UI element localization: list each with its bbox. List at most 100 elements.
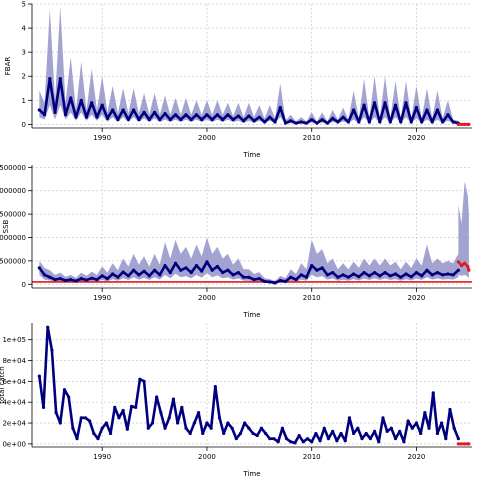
- data-point-forecast: [459, 122, 464, 126]
- data-point-estimate: [69, 277, 73, 282]
- y-tick-label: 3: [22, 49, 26, 57]
- data-point-observed: [318, 439, 322, 443]
- data-point-estimate: [304, 121, 309, 125]
- data-point-estimate: [372, 270, 377, 275]
- data-point-observed: [406, 419, 410, 423]
- data-point-estimate: [210, 268, 214, 272]
- plot-area: [37, 6, 471, 126]
- data-point-observed: [423, 411, 427, 415]
- data-point-estimate: [111, 272, 115, 276]
- data-point-forecast: [456, 442, 460, 446]
- data-point-observed: [159, 411, 163, 415]
- data-point-estimate: [152, 268, 157, 272]
- y-tick-label: 4e+04: [2, 399, 26, 407]
- data-point-observed: [238, 431, 243, 436]
- data-point-estimate: [278, 105, 282, 110]
- data-point-observed: [385, 429, 389, 433]
- data-point-observed: [180, 405, 184, 410]
- data-point-estimate: [294, 277, 298, 282]
- data-point-observed: [146, 426, 150, 430]
- data-point-observed: [142, 379, 146, 383]
- data-point-estimate: [116, 117, 120, 122]
- data-point-estimate: [362, 103, 366, 107]
- data-point-estimate: [42, 273, 47, 277]
- data-point-estimate: [132, 108, 136, 112]
- data-point-forecast: [459, 263, 464, 268]
- x-tick-label: 2000: [198, 134, 216, 142]
- data-point-estimate: [409, 120, 413, 124]
- data-point-estimate: [451, 120, 455, 124]
- data-point-estimate: [226, 268, 230, 272]
- data-point-observed: [452, 426, 456, 430]
- data-point-estimate: [194, 113, 199, 117]
- data-point-estimate: [341, 273, 345, 277]
- data-point-estimate: [420, 120, 424, 124]
- data-point-observed: [360, 437, 364, 441]
- data-point-estimate: [435, 270, 440, 275]
- data-point-estimate: [331, 116, 335, 120]
- x-axis-label: Time: [242, 151, 260, 159]
- data-point-observed: [188, 431, 192, 436]
- data-point-observed: [414, 421, 419, 425]
- data-point-estimate: [132, 268, 136, 272]
- data-point-estimate: [184, 113, 188, 117]
- data-point-estimate: [79, 277, 83, 281]
- data-point-observed: [213, 384, 217, 389]
- data-point-estimate: [95, 115, 99, 119]
- data-point-estimate: [362, 270, 366, 275]
- data-point-estimate: [425, 108, 429, 112]
- data-point-estimate: [205, 113, 209, 117]
- data-point-estimate: [100, 103, 104, 107]
- data-point-estimate: [74, 279, 78, 283]
- uncertainty-band-forecast: [458, 181, 469, 279]
- data-point-forecast: [463, 122, 467, 126]
- y-tick-label: 1: [22, 97, 26, 105]
- data-point-observed: [150, 421, 155, 425]
- data-point-estimate: [425, 268, 429, 272]
- data-point-estimate: [90, 101, 94, 105]
- data-point-estimate: [63, 278, 68, 283]
- data-point-estimate: [147, 117, 151, 122]
- data-point-observed: [410, 426, 414, 430]
- data-point-estimate: [430, 120, 434, 124]
- data-point-observed: [448, 407, 452, 412]
- data-point-estimate: [231, 117, 235, 122]
- data-point-estimate: [393, 272, 398, 276]
- data-point-observed: [364, 431, 368, 436]
- chart-panel-3: 1990 2000 2010 2020 0e+00 2e+04 4e+04 6e+04 8e+0…: [0, 323, 472, 478]
- data-point-observed: [108, 431, 113, 436]
- data-point-estimate: [451, 273, 455, 277]
- data-point-estimate: [84, 278, 89, 282]
- data-point-estimate: [404, 272, 408, 276]
- data-point-estimate: [325, 121, 330, 125]
- data-point-estimate: [446, 272, 450, 276]
- data-point-estimate: [331, 270, 335, 275]
- data-point-observed: [339, 431, 343, 436]
- data-point-estimate: [378, 120, 382, 124]
- data-point-estimate: [289, 119, 293, 123]
- data-point-observed: [377, 440, 381, 444]
- chart-panel-1: 1990 2000 2010 2020 0 1 2 3 4 5 Time FBAR: [4, 1, 472, 159]
- data-point-estimate: [236, 114, 240, 118]
- data-point-estimate: [142, 110, 146, 114]
- data-point-estimate: [194, 263, 199, 268]
- data-point-estimate: [441, 273, 445, 277]
- data-point-observed: [322, 426, 326, 430]
- data-point-estimate: [116, 275, 120, 279]
- x-tick-label: 2020: [408, 294, 426, 302]
- y-tick-label: 2000000: [0, 187, 26, 195]
- data-point-observed: [297, 433, 301, 438]
- data-point-estimate: [48, 275, 52, 279]
- data-point-observed: [217, 416, 222, 420]
- data-point-observed: [347, 416, 352, 420]
- chart-panel-2: 1990 2000 2010 2020 0 500000 1000000 1500000 200…: [0, 164, 472, 319]
- data-point-estimate: [79, 98, 83, 102]
- data-point-estimate: [126, 274, 130, 278]
- data-point-observed: [138, 377, 142, 381]
- data-point-estimate: [189, 117, 193, 122]
- data-point-estimate: [158, 117, 162, 122]
- data-point-estimate: [378, 274, 382, 278]
- data-point-observed: [326, 437, 331, 441]
- data-point-observed: [205, 421, 209, 425]
- data-point-observed: [79, 416, 83, 420]
